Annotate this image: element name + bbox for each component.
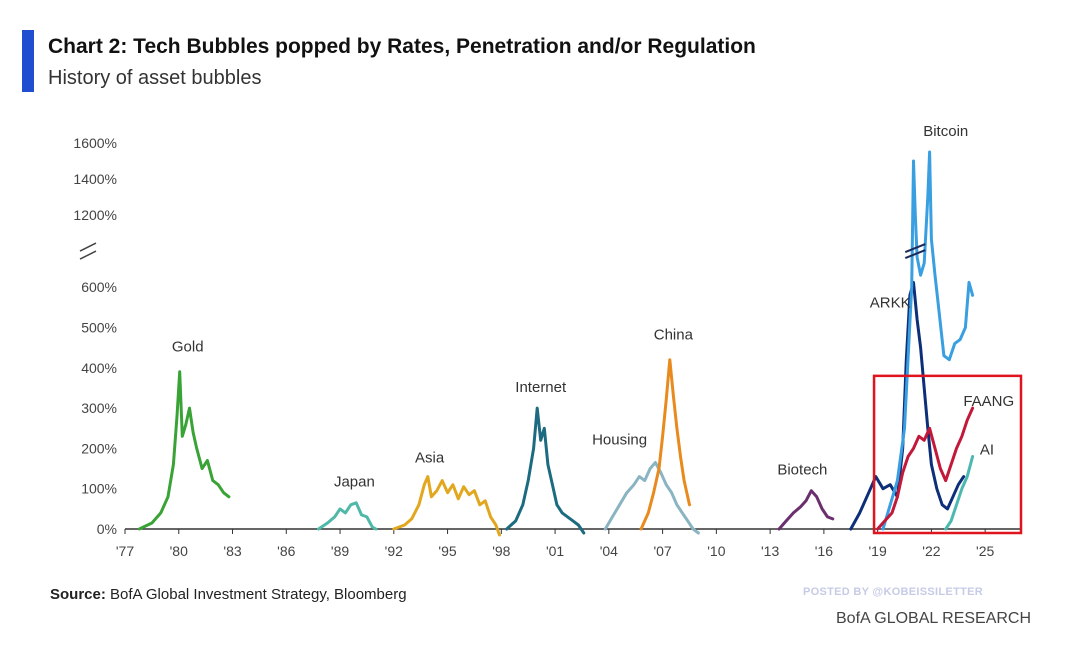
y-tick-label: 1200% bbox=[73, 207, 117, 223]
x-tick-label: '86 bbox=[277, 543, 295, 559]
x-tick-label: '07 bbox=[653, 543, 671, 559]
series-label: Internet bbox=[515, 379, 567, 396]
credit-text: BofA GLOBAL RESEARCH bbox=[836, 610, 1032, 627]
x-tick-label: '80 bbox=[170, 543, 188, 559]
series-line-ai bbox=[944, 455, 975, 531]
x-tick-label: '92 bbox=[385, 543, 403, 559]
y-tick-label: 500% bbox=[81, 320, 117, 336]
x-tick-label: '25 bbox=[976, 543, 994, 559]
series-line-asia bbox=[392, 475, 501, 537]
x-tick-label: '19 bbox=[869, 543, 887, 559]
series-label: Bitcoin bbox=[923, 123, 968, 140]
series-line-housing bbox=[603, 461, 700, 535]
series-label: China bbox=[654, 327, 694, 344]
series-break-mark bbox=[904, 249, 926, 260]
source-label: Source: bbox=[50, 586, 106, 603]
posted-by-watermark: POSTED BY @KOBEISSILETTER bbox=[803, 586, 983, 598]
x-tick-label: '10 bbox=[707, 543, 725, 559]
axis-break-mark bbox=[79, 242, 97, 252]
y-tick-label: 100% bbox=[81, 481, 117, 497]
chart-subtitle: History of asset bubbles bbox=[48, 67, 262, 89]
y-tick-label: 300% bbox=[81, 400, 117, 416]
series-label: Housing bbox=[592, 431, 647, 448]
series-label: ARKK bbox=[870, 294, 911, 311]
y-tick-label: 400% bbox=[81, 360, 117, 376]
x-tick-label: '98 bbox=[492, 543, 510, 559]
series-line-internet bbox=[505, 406, 586, 535]
source-line: Source: BofA Global Investment Strategy,… bbox=[50, 586, 407, 603]
series-label: AI bbox=[980, 441, 994, 458]
y-tick-label: 1600% bbox=[73, 135, 117, 151]
x-tick-label: '22 bbox=[922, 543, 940, 559]
series-line-china bbox=[639, 358, 691, 531]
series-label: FAANG bbox=[963, 393, 1014, 410]
series-line-gold bbox=[137, 370, 231, 531]
series-line-arkk bbox=[849, 280, 966, 531]
highlight-box bbox=[872, 374, 1023, 535]
chart-title: Chart 2: Tech Bubbles popped by Rates, P… bbox=[48, 35, 756, 58]
y-tick-label: 600% bbox=[81, 279, 117, 295]
x-tick-label: '16 bbox=[815, 543, 833, 559]
x-tick-label: '83 bbox=[223, 543, 241, 559]
series-label: Japan bbox=[334, 474, 375, 491]
x-tick-label: '89 bbox=[331, 543, 349, 559]
series-label: Biotech bbox=[777, 462, 827, 479]
series-label: Gold bbox=[172, 339, 204, 356]
series-line-biotech bbox=[777, 489, 835, 531]
x-tick-label: '01 bbox=[546, 543, 564, 559]
y-tick-label: 200% bbox=[81, 440, 117, 456]
series-label: Asia bbox=[415, 450, 445, 467]
series-line-bitcoin bbox=[881, 150, 975, 531]
x-tick-label: '95 bbox=[438, 543, 456, 559]
x-tick-label: '13 bbox=[761, 543, 779, 559]
series-line-japan bbox=[317, 501, 378, 531]
x-tick-label: '04 bbox=[600, 543, 618, 559]
axis-break-mark bbox=[79, 250, 97, 260]
y-tick-label: 0% bbox=[97, 521, 117, 537]
y-tick-label: 1400% bbox=[73, 171, 117, 187]
x-tick-label: '77 bbox=[116, 543, 134, 559]
source-text: BofA Global Investment Strategy, Bloombe… bbox=[110, 586, 407, 603]
series-line-faang bbox=[876, 406, 975, 531]
series-break-mark bbox=[904, 243, 926, 254]
accent-bar bbox=[22, 30, 34, 92]
